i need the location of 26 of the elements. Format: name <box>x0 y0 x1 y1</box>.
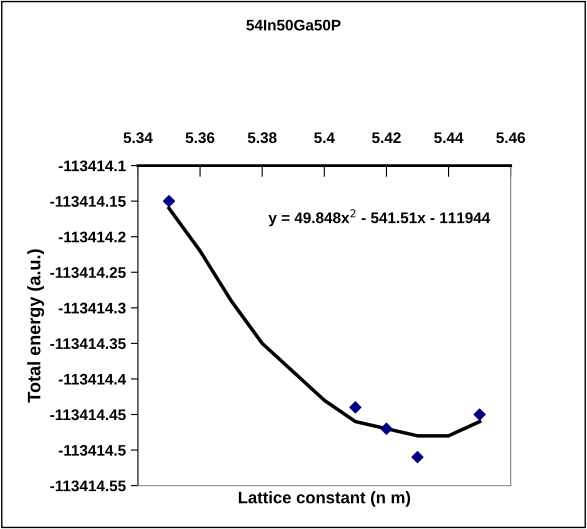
y-axis-title: Total energy (a.u.) <box>27 249 44 402</box>
point <box>474 408 486 421</box>
y-tick-label: -113414.25 <box>50 267 126 278</box>
x-tick-label: 5.46 <box>496 132 526 144</box>
y-tick-label: -113414.15 <box>50 196 126 207</box>
x-tick-label: 5.44 <box>434 132 464 144</box>
y-tick-label: -113414.3 <box>58 302 126 314</box>
point <box>349 401 362 414</box>
point <box>162 195 176 208</box>
point <box>411 451 424 464</box>
x-tick-label: 5.42 <box>372 132 401 144</box>
y-tick-label: -113414.45 <box>50 409 126 420</box>
y-tick-label: -113414.35 <box>50 338 126 350</box>
x-tick-label: 5.38 <box>248 132 277 144</box>
chart-title: 54In50Ga50P <box>246 20 341 31</box>
y-tick-label: -113414.5 <box>58 444 126 456</box>
x-tick-label: 5.34 <box>124 132 153 144</box>
y-tick-label: -113414.55 <box>50 480 126 492</box>
y-tick-label: -113414.1 <box>58 160 126 172</box>
y-tick-label: -113414.2 <box>58 232 126 242</box>
annotation: y = 49.848x$^{2}$ - 541.51x - 111944 <box>268 209 490 226</box>
y-tick-label: -113414.4 <box>58 374 126 385</box>
x-tick-label: 5.4 <box>314 132 335 144</box>
x-axis-title: Lattice constant (n m) <box>238 491 410 507</box>
point <box>380 422 393 435</box>
x-tick-label: 5.36 <box>186 132 214 144</box>
